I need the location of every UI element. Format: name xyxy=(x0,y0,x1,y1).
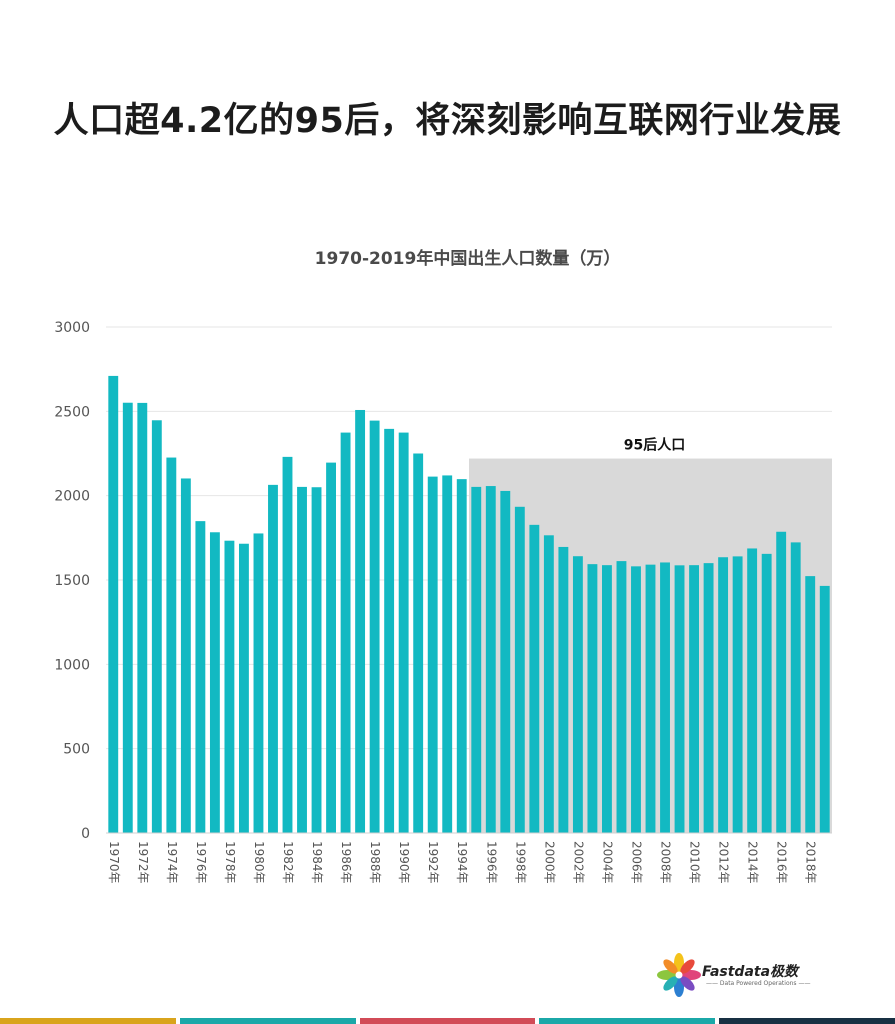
x-tick-label: 1976年 xyxy=(194,841,208,884)
bar xyxy=(456,479,467,833)
bar xyxy=(253,533,264,833)
bar xyxy=(311,487,322,833)
y-tick-label: 3000 xyxy=(54,320,90,336)
x-tick-label: 1978年 xyxy=(223,841,237,884)
x-tick-label: 2008年 xyxy=(659,841,673,884)
bar xyxy=(805,576,816,833)
fastdata-logo: Fastdata极数 —— Data Powered Operations —— xyxy=(656,952,816,1002)
y-tick-label: 2500 xyxy=(54,404,90,420)
bar xyxy=(398,432,409,833)
bar xyxy=(529,524,540,833)
bar xyxy=(471,486,482,833)
bar-layer xyxy=(108,375,830,833)
bar xyxy=(151,420,162,833)
bar xyxy=(543,535,554,833)
bar xyxy=(514,506,525,833)
x-tick-label: 1986年 xyxy=(339,841,353,884)
bar xyxy=(209,532,220,833)
x-tick-label: 2012年 xyxy=(717,841,731,884)
footer-strip-segment xyxy=(719,1018,895,1024)
bar xyxy=(572,556,583,833)
footer-strip-segment xyxy=(539,1018,716,1024)
bar xyxy=(587,564,598,833)
footer-strip-segment xyxy=(0,1018,176,1024)
bar xyxy=(326,462,336,833)
x-tick-label: 2006年 xyxy=(629,841,643,884)
bar xyxy=(282,456,293,833)
flower-logo-icon xyxy=(657,953,701,997)
x-tick-label: 2018年 xyxy=(804,841,818,884)
logo-tagline: —— Data Powered Operations —— xyxy=(706,980,811,987)
bar xyxy=(500,490,511,833)
x-tick-label: 1990年 xyxy=(397,841,411,884)
bar xyxy=(747,548,758,833)
bar xyxy=(645,564,656,833)
page-title: 人口超4.2亿的95后，将深刻影响互联网行业发展 xyxy=(53,101,842,141)
x-tick-label: 2016年 xyxy=(775,841,789,884)
x-tick-label: 1988年 xyxy=(368,841,382,884)
x-tick-label: 1992年 xyxy=(426,841,440,884)
bar xyxy=(413,453,424,833)
x-tick-label: 2004年 xyxy=(600,841,614,884)
bar xyxy=(195,521,206,833)
y-tick-label: 2000 xyxy=(54,489,90,505)
bar xyxy=(660,562,670,833)
bar xyxy=(732,556,743,833)
bar xyxy=(631,566,641,833)
bar xyxy=(442,475,453,833)
footer-color-strip xyxy=(0,1018,895,1024)
bar xyxy=(761,553,772,833)
x-tick-label: 2002年 xyxy=(571,841,585,884)
logo-brand: Fastdata极数 xyxy=(702,964,799,980)
bar xyxy=(122,402,133,833)
bar xyxy=(239,543,249,833)
x-tick-label: 1970年 xyxy=(107,841,121,884)
bar xyxy=(355,409,366,833)
x-tick-label: 1998年 xyxy=(513,841,527,884)
highlight-label: 95后人口 xyxy=(624,437,685,454)
x-tick-label: 2010年 xyxy=(688,841,702,884)
bar xyxy=(268,484,278,833)
y-tick-label: 500 xyxy=(63,742,90,758)
footer-strip-segment xyxy=(179,1018,356,1024)
bar xyxy=(602,565,612,833)
x-tick-label: 2014年 xyxy=(746,841,760,884)
x-tick-label: 1980年 xyxy=(252,841,266,884)
bar xyxy=(166,457,177,833)
x-tick-label: 1996年 xyxy=(484,841,498,884)
bar xyxy=(384,428,395,833)
x-tick-label: 1994年 xyxy=(455,841,469,884)
x-tick-label: 1984年 xyxy=(310,841,324,884)
bar xyxy=(224,540,235,833)
bar xyxy=(180,478,191,833)
x-tick-label: 1974年 xyxy=(165,841,179,884)
bar xyxy=(689,565,699,833)
bar xyxy=(297,486,307,833)
bar xyxy=(616,561,627,833)
bar-chart: 95后人口 0 500 1000 1500 2000 2500 3000 1970年 1972年… xyxy=(54,320,832,884)
bar xyxy=(108,375,119,833)
bar xyxy=(137,402,148,833)
bar xyxy=(340,432,351,833)
bar xyxy=(369,420,380,833)
bar xyxy=(485,486,496,833)
footer-strip-segment xyxy=(359,1018,536,1024)
y-tick-label: 0 xyxy=(81,826,90,842)
x-tick-label: 2000年 xyxy=(542,841,556,884)
bar xyxy=(427,476,438,833)
bar xyxy=(718,557,729,833)
bar xyxy=(558,546,569,833)
bar xyxy=(674,565,685,833)
bar xyxy=(819,585,830,833)
axis-layer: 0 500 1000 1500 2000 2500 3000 1970年 1972年 1974年 1… xyxy=(54,320,832,884)
y-tick-label: 1500 xyxy=(54,573,90,589)
chart-title: 1970-2019年中国出生人口数量（万） xyxy=(314,249,621,269)
x-tick-label: 1972年 xyxy=(136,841,150,884)
bar xyxy=(790,542,801,833)
x-tick-label: 1982年 xyxy=(281,841,295,884)
bar xyxy=(703,563,714,833)
bar xyxy=(776,531,787,833)
y-tick-label: 1000 xyxy=(54,657,90,673)
